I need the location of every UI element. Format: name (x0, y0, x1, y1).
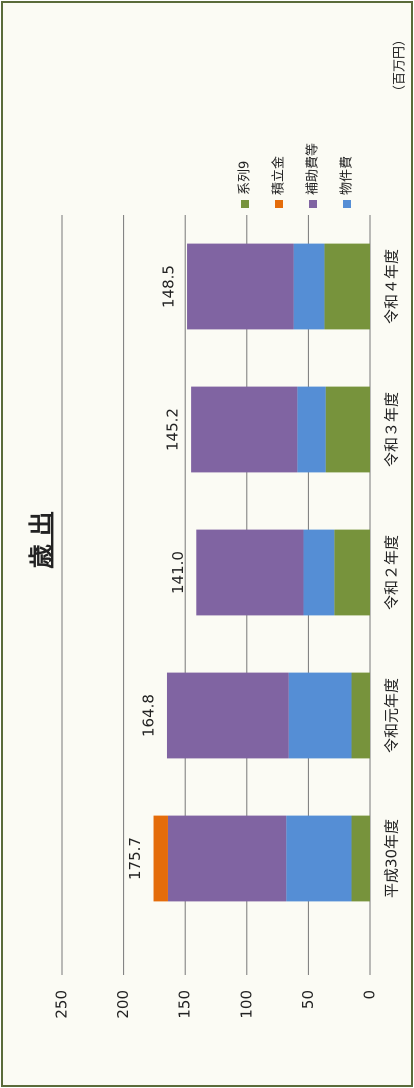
y-tick-label: 0 (361, 990, 379, 1000)
legend-label: 系列9 (238, 161, 253, 195)
bar-segment (286, 815, 352, 902)
total-label: 164.8 (139, 694, 157, 737)
bar-segment (187, 243, 294, 330)
y-tick-label: 150 (176, 990, 194, 1019)
chart-title: 歳 出 (27, 512, 55, 568)
bar-segment (325, 386, 371, 473)
bar-segment (166, 672, 289, 759)
bar-segment (293, 243, 325, 330)
unit-label: （百万円） (393, 33, 408, 98)
x-tick-label: 令和元年度 (383, 678, 401, 753)
y-tick-label: 50 (299, 990, 317, 1009)
x-tick-label: 令和４年度 (383, 249, 401, 324)
legend-swatch (309, 200, 317, 208)
legend-swatch (275, 200, 283, 208)
total-label: 175.7 (126, 837, 144, 880)
bar-segment (196, 529, 304, 616)
legend-label: 補助費等 (305, 143, 321, 195)
total-label: 141.0 (169, 551, 187, 594)
y-tick-label: 100 (237, 990, 255, 1019)
legend-swatch (241, 200, 249, 208)
legend-label: 物件費 (340, 156, 355, 195)
bar-segment (334, 529, 371, 616)
x-tick-label: 平成30年度 (383, 819, 401, 898)
bar-segment (153, 815, 168, 902)
legend-swatch (343, 200, 351, 208)
x-tick-label: 令和２年度 (383, 535, 401, 610)
total-label: 145.2 (164, 408, 182, 451)
rotated-plot: 歳 出 （百万円） 0 50 100 150 200 250 平成30年度 175.7 令和元年… (27, 33, 408, 1019)
bar-segment (191, 386, 298, 473)
bar-segment (324, 243, 370, 330)
bar-segment (351, 815, 370, 902)
bar-segment (297, 386, 326, 473)
legend-label: 積立金 (271, 156, 287, 195)
bar-segment (167, 815, 287, 902)
y-tick-label: 200 (114, 990, 132, 1019)
y-tick-label: 250 (53, 990, 71, 1019)
total-label: 148.5 (160, 265, 178, 308)
x-tick-label: 令和３年度 (383, 392, 401, 467)
bar-segment (303, 529, 335, 616)
bar-segment (288, 672, 352, 759)
bar-segment (351, 672, 370, 759)
